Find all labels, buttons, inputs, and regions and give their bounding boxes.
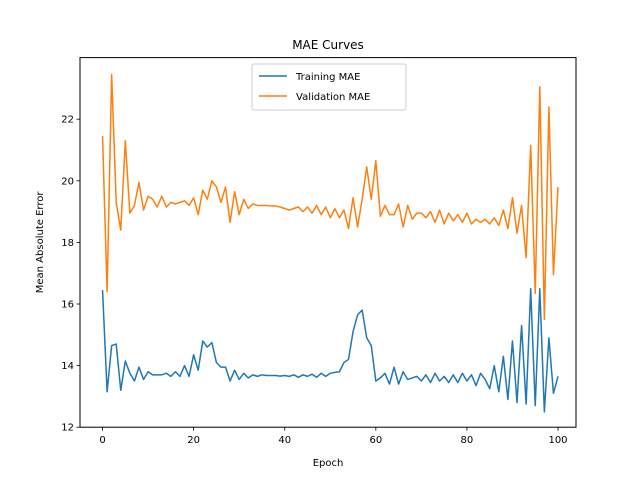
y-tick-label: 20 (61, 176, 74, 187)
chart-title: MAE Curves (292, 38, 364, 52)
y-tick-label: 12 (61, 423, 74, 434)
series-line-validation-mae (101, 73, 559, 321)
x-tick-label: 80 (461, 435, 474, 446)
legend-label: Validation MAE (296, 92, 370, 103)
legend-box (251, 63, 407, 111)
plot-area (101, 73, 559, 413)
y-tick-label: 22 (61, 115, 74, 126)
x-tick-label: 0 (99, 435, 105, 446)
series-line-training-mae (101, 287, 559, 413)
x-tick-label: 20 (187, 435, 200, 446)
x-tick-label: 60 (369, 435, 382, 446)
x-tick-label: 100 (548, 435, 567, 446)
y-tick-label: 16 (61, 300, 74, 311)
y-tick-label: 14 (61, 361, 74, 372)
x-axis-label: Epoch (313, 458, 344, 469)
legend-label: Training MAE (295, 72, 360, 83)
legend: Training MAE Validation MAE (251, 63, 407, 111)
x-axis: 0 20 40 60 80 100 (99, 427, 568, 446)
x-tick-label: 40 (278, 435, 291, 446)
y-tick-label: 18 (61, 238, 74, 249)
y-axis: 12 14 16 18 20 22 (61, 115, 80, 434)
y-axis-label: Mean Absolute Error (35, 191, 46, 294)
